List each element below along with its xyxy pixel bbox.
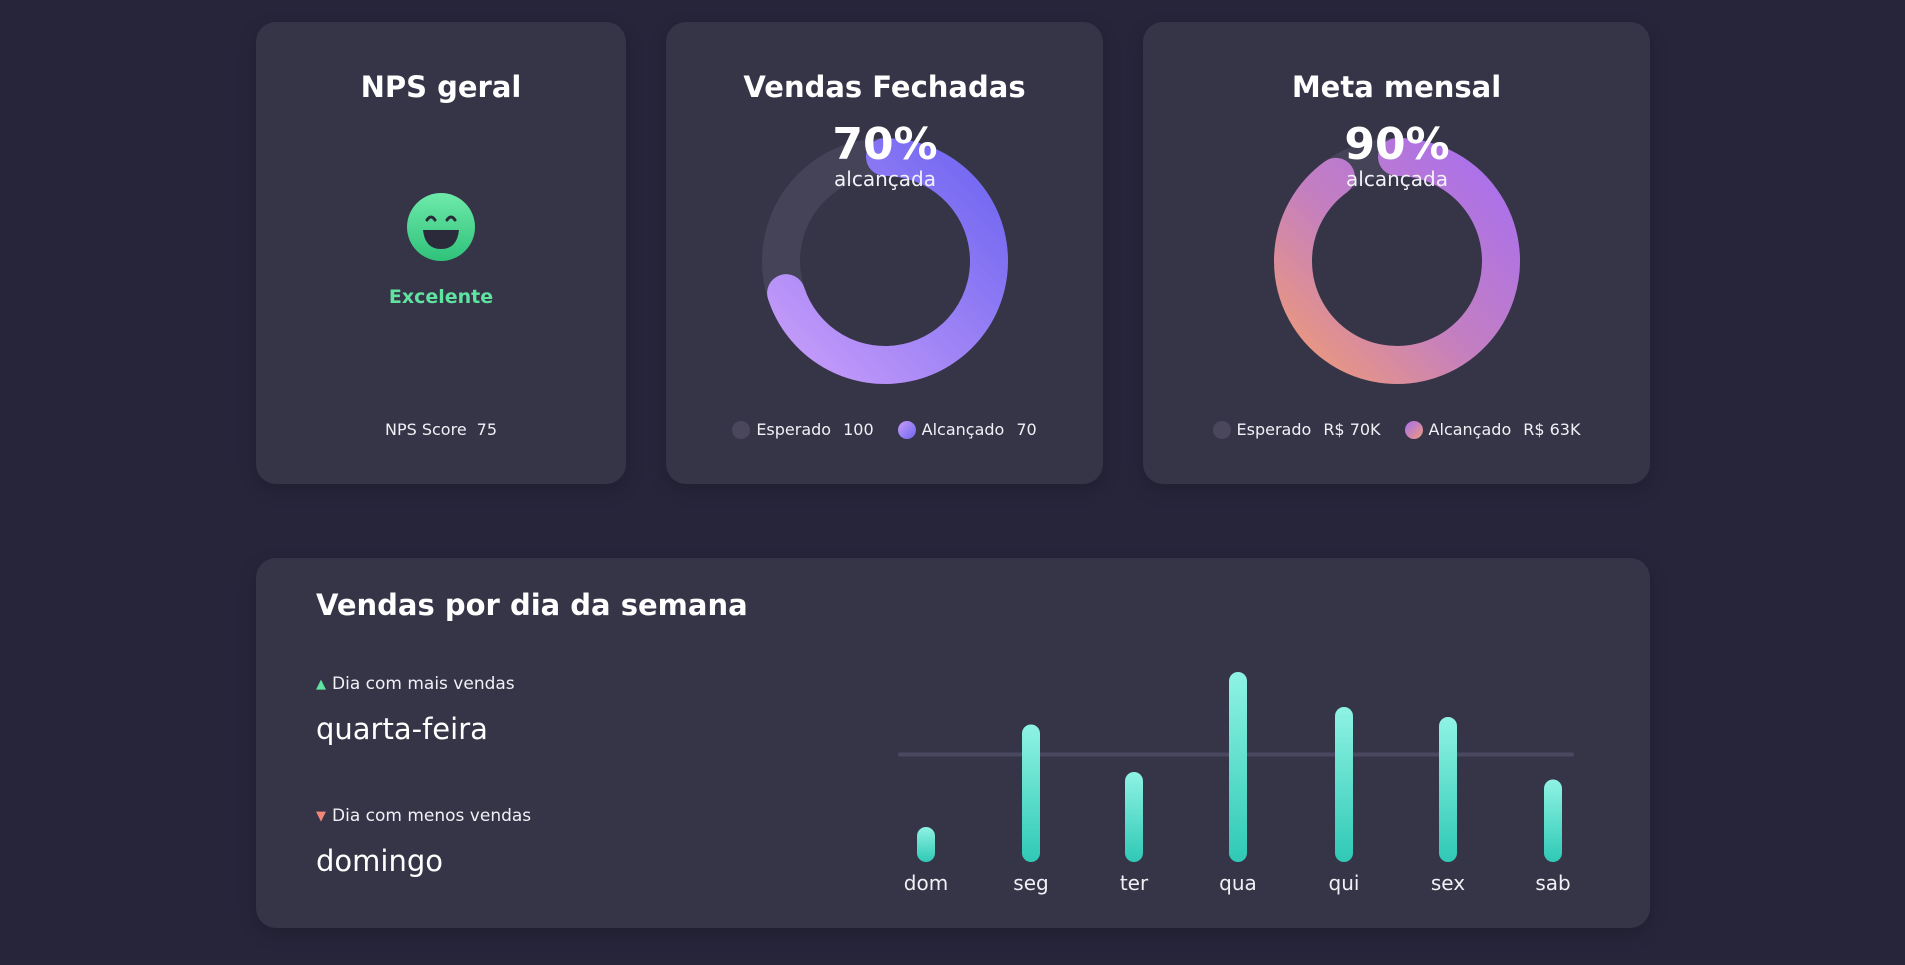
- smiley-face-icon: [407, 193, 475, 261]
- mais-vendas-caption: ▲ Dia com mais vendas: [316, 674, 515, 694]
- nps-rating-label: Excelente: [388, 286, 494, 308]
- mais-vendas-label: Dia com mais vendas: [332, 674, 515, 694]
- legend-alcancado: Alcançado 70: [897, 420, 1037, 439]
- legend-esperado: Esperado 100: [732, 420, 874, 439]
- bar-sab: [1544, 779, 1562, 862]
- nps-card: NPS geral Excelente NPS Score 75: [256, 22, 626, 484]
- vendas-fechadas-arc: [767, 138, 1008, 384]
- legend-dot-alcancado: [1404, 420, 1423, 439]
- nps-title: NPS geral: [360, 70, 522, 104]
- bar-sex: [1439, 717, 1457, 862]
- legend-label-esperado: Esperado: [756, 420, 832, 439]
- legend-alcancado: Alcançado R$ 63K: [1404, 420, 1581, 439]
- vendas-fechadas-percent: 70%: [832, 119, 938, 170]
- tick-label-qui: qui: [1329, 871, 1360, 895]
- meta-mensal-legend: Esperado R$ 70K Alcançado R$ 63K: [1143, 420, 1650, 439]
- tick-label-sab: sab: [1535, 871, 1570, 895]
- legend-label-alcancado: Alcançado: [1428, 420, 1512, 439]
- vendas-fechadas-card: Vendas Fechadas 70% alcançada Esperado 1…: [666, 22, 1103, 484]
- tick-label-qua: qua: [1219, 871, 1257, 895]
- meta-mensal-center: 90% alcançada: [1262, 22, 1532, 190]
- legend-value-esperado: R$ 70K: [1323, 420, 1381, 439]
- menos-vendas-label: Dia com menos vendas: [332, 806, 532, 826]
- vendas-semana-card: Vendas por dia da semana ▲ Dia com mais …: [256, 558, 1650, 928]
- meta-mensal-donut: [1274, 138, 1520, 384]
- triangle-up-icon: ▲: [316, 676, 326, 692]
- tick-label-ter: ter: [1120, 871, 1149, 895]
- bar-qui: [1335, 707, 1353, 862]
- menos-vendas-value: domingo: [316, 844, 443, 878]
- tick-label-sex: sex: [1431, 871, 1465, 895]
- triangle-down-icon: ▼: [316, 808, 326, 824]
- nps-score-label: NPS Score: [384, 420, 467, 439]
- nps-score-value: 75: [476, 420, 498, 439]
- tick-label-seg: seg: [1013, 871, 1048, 895]
- legend-dot-esperado: [732, 420, 751, 439]
- vendas-fechadas-title: Vendas Fechadas: [743, 70, 1026, 104]
- legend-label-alcancado: Alcançado: [921, 420, 1005, 439]
- nps-score-row: NPS Score 75: [256, 420, 626, 439]
- bar-qua: [1229, 672, 1247, 862]
- legend-dot-esperado: [1212, 420, 1231, 439]
- bar-seg: [1022, 724, 1040, 862]
- vendas-fechadas-legend: Esperado 100 Alcançado 70: [666, 420, 1103, 439]
- mais-vendas-value: quarta-feira: [316, 712, 488, 746]
- legend-label-esperado: Esperado: [1236, 420, 1312, 439]
- bar-ter: [1125, 772, 1143, 862]
- menos-vendas-caption: ▼ Dia com menos vendas: [316, 806, 531, 826]
- legend-value-esperado: 100: [843, 420, 874, 439]
- legend-dot-alcancado: [897, 420, 916, 439]
- vendas-fechadas-subtitle: alcançada: [834, 167, 936, 192]
- legend-value-alcancado: R$ 63K: [1523, 420, 1581, 439]
- vendas-semana-title: Vendas por dia da semana: [316, 588, 748, 622]
- legend-esperado: Esperado R$ 70K: [1212, 420, 1381, 439]
- tick-label-dom: dom: [904, 871, 948, 895]
- vendas-semana-bar-chart: dom seg ter qua qui sex sab: [898, 672, 1574, 895]
- meta-mensal-subtitle: alcançada: [1346, 167, 1448, 192]
- vendas-fechadas-center: 70% alcançada: [750, 22, 1020, 190]
- bar-dom: [917, 827, 935, 862]
- meta-mensal-card: Meta mensal 90% alcançada Esperado R$ 70…: [1143, 22, 1650, 484]
- meta-mensal-arc: [1274, 138, 1520, 384]
- vendas-fechadas-donut: [762, 138, 1008, 384]
- legend-value-alcancado: 70: [1016, 420, 1037, 439]
- meta-mensal-title: Meta mensal: [1291, 70, 1502, 104]
- meta-mensal-percent: 90%: [1344, 119, 1450, 170]
